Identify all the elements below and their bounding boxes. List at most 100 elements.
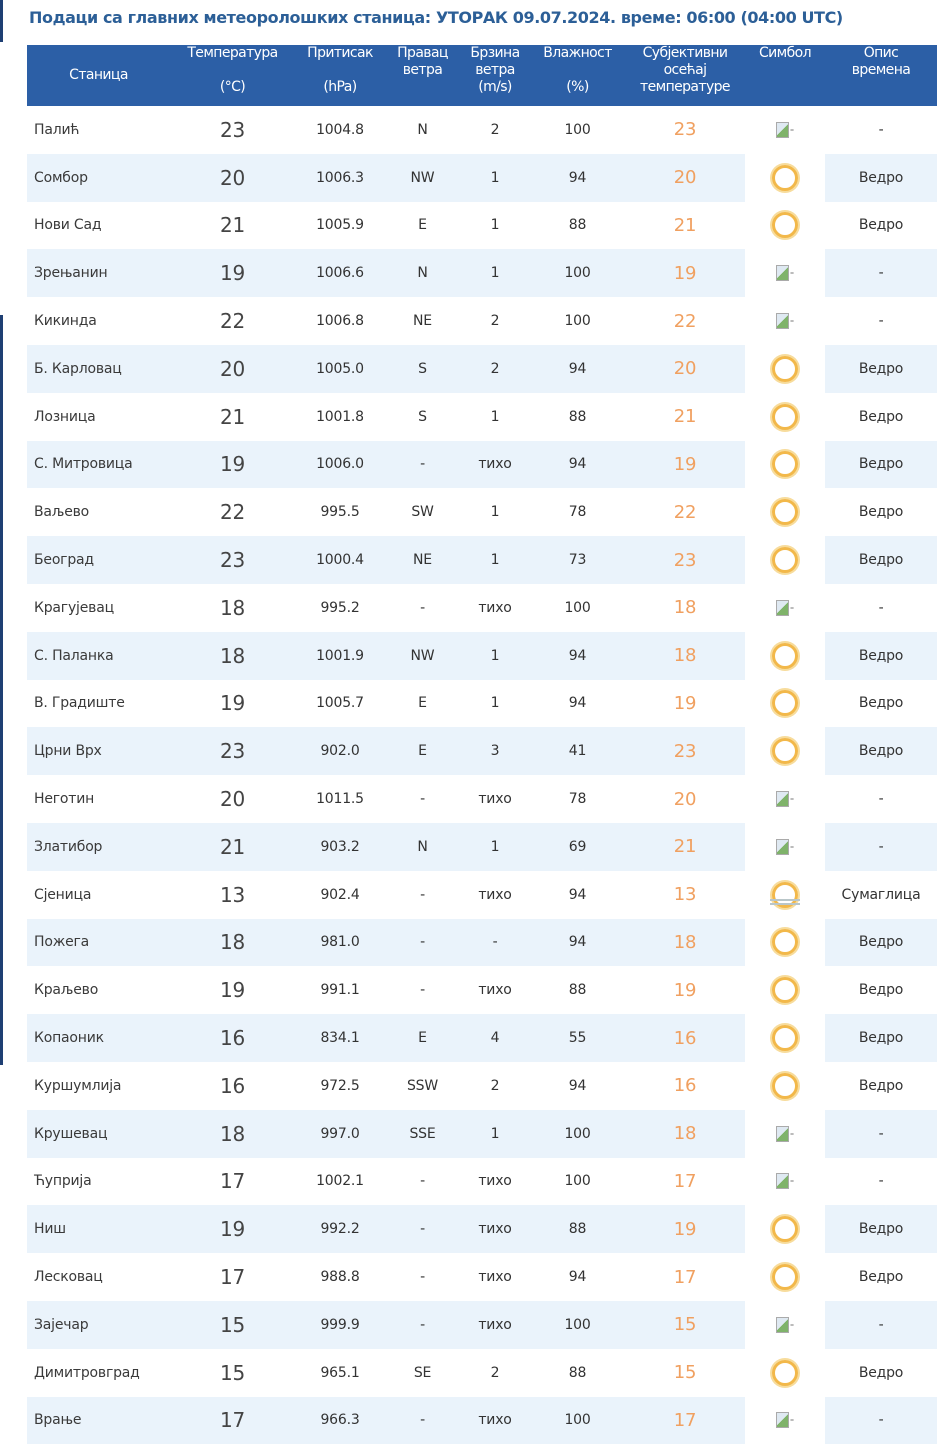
cell-station: Лозница	[34, 408, 96, 425]
cell-feels-like: 21	[673, 406, 697, 428]
table-row: Кикинда 22 1006.8 NE 2 100 22 - -	[27, 297, 937, 345]
cell-station: Врање	[27, 1396, 170, 1444]
cell-symbol: -	[745, 1109, 825, 1158]
cell-symbol	[745, 153, 825, 202]
cell-symbol	[745, 440, 825, 489]
cell-pressure: 1006.8	[316, 313, 364, 330]
cell-wind-speed: -	[460, 918, 530, 967]
cell-symbol: -	[745, 1396, 825, 1444]
cell-wind-speed: 2	[490, 313, 500, 330]
header-line	[27, 50, 170, 67]
cell-humidity: 100	[530, 249, 625, 298]
cell-wind-direction: E	[418, 217, 427, 234]
cell-station: Сјеница	[34, 886, 92, 903]
table-row: Куршумлија 16 972.5 SSW 2 94 16 Ведро	[27, 1061, 937, 1110]
cell-humidity: 94	[530, 153, 625, 202]
cell-humidity: 88	[568, 1364, 587, 1381]
cell-temperature: 20	[170, 344, 295, 393]
cell-wind-speed: тихо	[478, 982, 512, 999]
cell-humidity: 88	[568, 982, 587, 999]
header-line: (%)	[566, 79, 589, 95]
sun-icon	[772, 212, 798, 239]
cell-feels-like: 19	[673, 979, 697, 1001]
cell-symbol: -	[745, 583, 825, 632]
sun-icon	[772, 1072, 798, 1099]
cell-humidity: 94	[530, 631, 625, 680]
cell-temperature: 17	[219, 1169, 246, 1194]
cell-description: Ведро	[858, 982, 904, 999]
sun-icon	[772, 403, 798, 430]
cell-description: Ведро	[858, 695, 904, 712]
cell-station: Златибор	[27, 822, 170, 871]
cell-station: Куршумлија	[34, 1077, 122, 1094]
cell-temperature: 18	[170, 918, 295, 967]
sun-icon	[772, 1264, 798, 1291]
cell-feels-like: 20	[625, 153, 745, 202]
cell-humidity: 94	[530, 440, 625, 489]
table-row: Копаоник 16 834.1 E 4 55 16 Ведро	[27, 1014, 937, 1062]
table-row: Ниш 19 992.2- тихо 88 19 Ведро	[27, 1205, 937, 1254]
cell-humidity: 100	[530, 1109, 625, 1158]
cell-station: Неготин	[34, 791, 95, 808]
cell-symbol	[745, 1061, 825, 1110]
cell-temperature: 20	[170, 153, 295, 202]
table-row: В. Градиште 19 1005.7 E 1 94 19 Ведро	[27, 679, 937, 728]
cell-humidity: 100	[564, 599, 591, 616]
header-line: (m/s)	[478, 79, 512, 95]
cell-station: Копаоник	[27, 1014, 170, 1062]
cell-temperature: 23	[170, 536, 295, 584]
cell-wind-speed: 4	[460, 1014, 530, 1062]
cell-station: Зајечар	[27, 1300, 170, 1349]
cell-description: -	[878, 791, 884, 808]
sun-icon	[772, 1216, 798, 1243]
cell-temperature: 17	[219, 1265, 246, 1290]
sun-icon	[772, 547, 798, 574]
cell-temperature: 16	[219, 1073, 246, 1098]
cell-pressure: 966.3	[295, 1396, 385, 1444]
cell-pressure: 1006.3	[295, 153, 385, 202]
cell-station: Б. Карловац	[27, 344, 170, 393]
header-line: Правац	[397, 45, 448, 61]
cell-description: -	[878, 599, 884, 616]
cell-description: Ведро	[858, 504, 904, 521]
cell-temperature: 19	[170, 440, 295, 489]
cell-wind-direction: -	[420, 982, 425, 999]
cell-description: -	[825, 1109, 937, 1158]
header-station: Станица	[27, 45, 170, 106]
cell-station: Краљево	[34, 982, 99, 999]
cell-temperature: 22	[219, 500, 246, 525]
cell-feels-like: 23	[625, 536, 745, 584]
cell-description: -	[825, 1300, 937, 1349]
cell-pressure: 1011.5	[316, 791, 364, 808]
table-row: Зрењанин 19 1006.6 N 1 100 19- -	[27, 249, 937, 298]
cell-symbol: -	[745, 1300, 825, 1349]
cell-wind-direction: -	[420, 791, 425, 808]
cell-wind-direction: NW	[385, 631, 460, 680]
cell-temperature: 18	[219, 595, 246, 620]
cell-description: -	[825, 249, 937, 298]
cell-pressure: 1005.7	[316, 695, 364, 712]
cell-station: Сомбор	[27, 153, 170, 202]
table-row: Ваљево 22 995.5 SW 1 78 22 Ведро	[27, 488, 937, 537]
cell-feels-like: 16	[625, 1014, 745, 1062]
header-line: Влажност	[543, 45, 612, 61]
cell-symbol	[745, 1205, 825, 1254]
cell-station: Крагујевац	[34, 599, 114, 616]
header-line	[170, 62, 295, 79]
header-line: Опис	[863, 45, 899, 61]
cell-wind-speed: 1	[460, 822, 530, 871]
cell-pressure: 1001.8	[316, 408, 364, 425]
cell-feels-like: 17	[673, 1170, 697, 1192]
broken-image-icon: -	[775, 1316, 794, 1333]
cell-description: -	[878, 313, 884, 330]
cell-pressure: 992.2	[295, 1205, 385, 1254]
cell-description: Ведро	[825, 1205, 937, 1254]
table-header-row: Станица Температура (°C) Притисак (hPa) Пр…	[27, 45, 937, 106]
cell-pressure: 1000.4	[295, 536, 385, 584]
cell-pressure: 1005.9	[316, 217, 364, 234]
cell-feels-like: 17	[673, 1266, 697, 1288]
cell-feels-like: 16	[673, 1075, 697, 1097]
header-line: ветра	[475, 62, 515, 78]
cell-humidity: 88	[568, 217, 587, 234]
header-line	[745, 62, 825, 79]
